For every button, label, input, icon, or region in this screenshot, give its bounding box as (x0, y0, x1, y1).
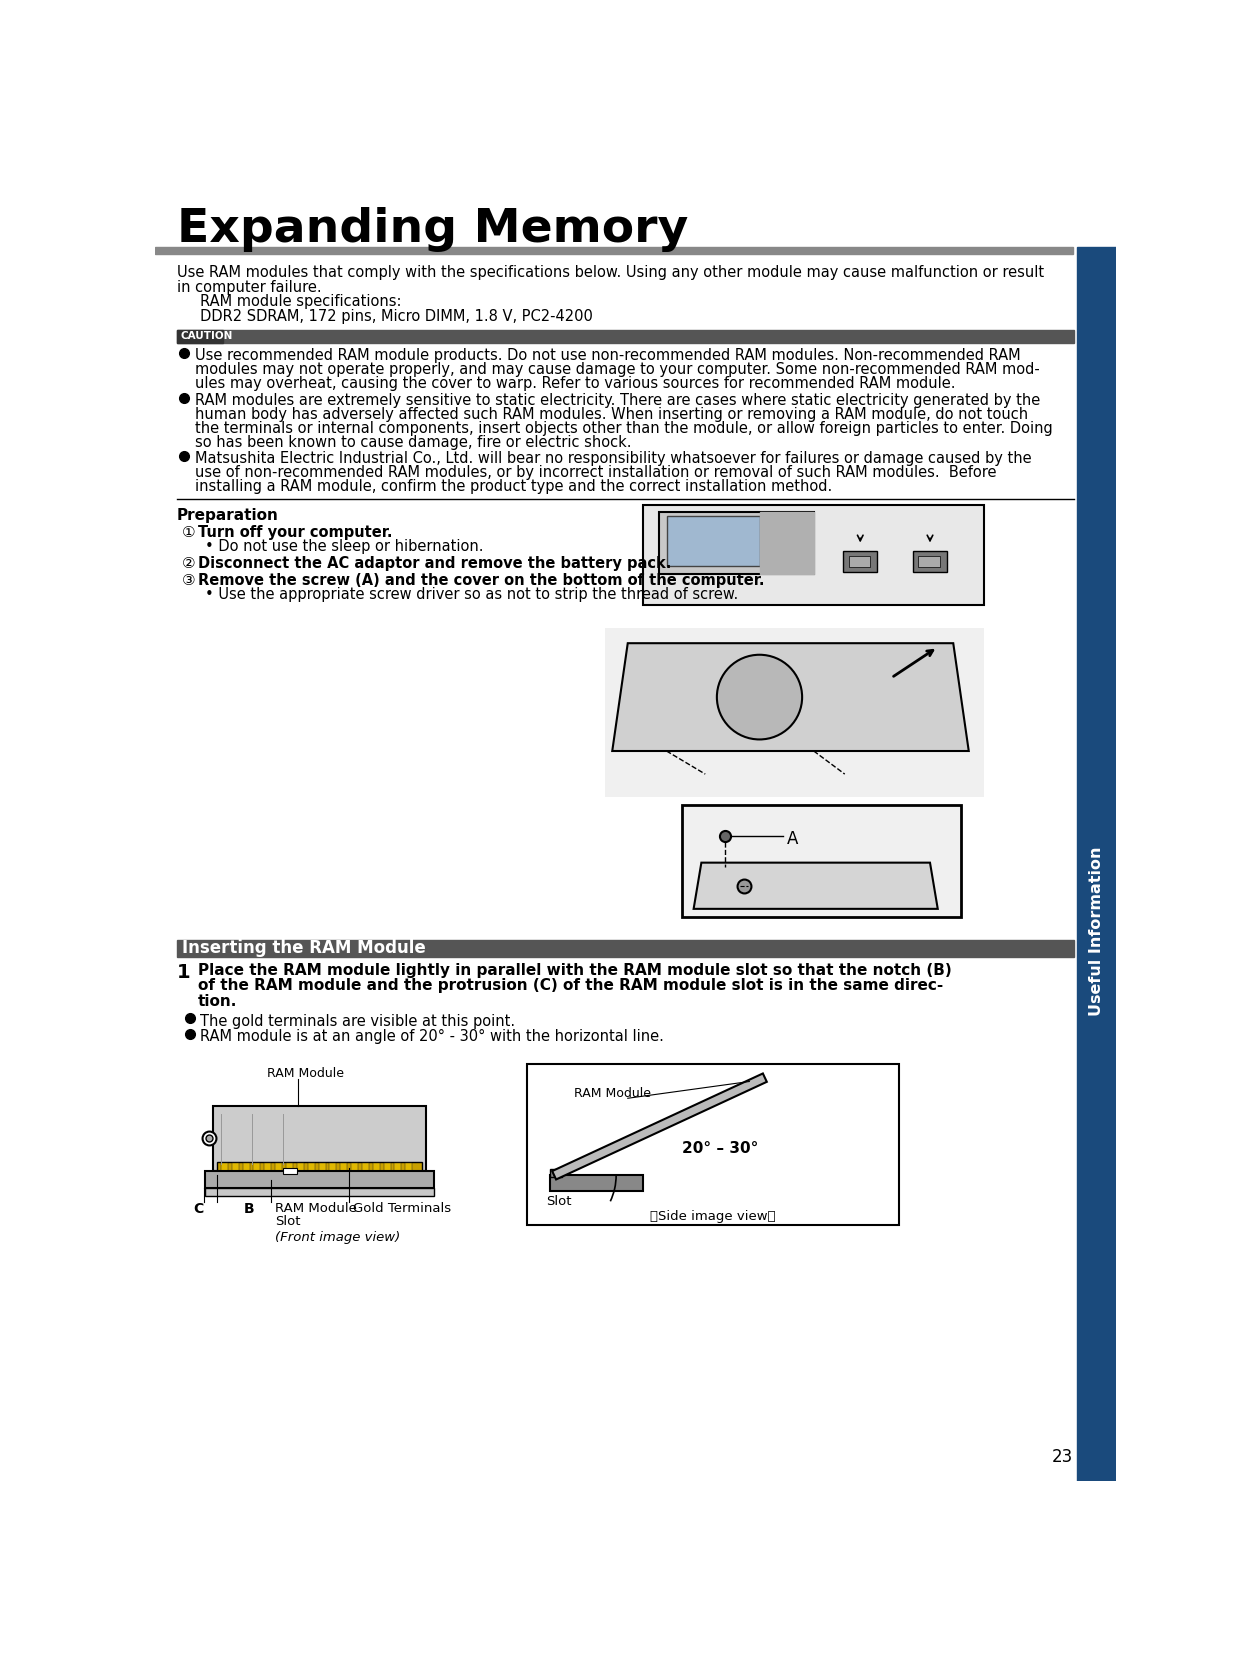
Text: • Use the appropriate screw driver so as not to strip the thread of screw.: • Use the appropriate screw driver so as… (206, 587, 739, 602)
Text: modules may not operate properly, and may cause damage to your computer. Some no: modules may not operate properly, and ma… (196, 363, 1040, 378)
Text: RAM module specifications:: RAM module specifications: (176, 295, 402, 310)
Text: Remove the screw (A) and the cover on the bottom of the computer.: Remove the screw (A) and the cover on th… (197, 572, 764, 587)
Polygon shape (613, 644, 968, 750)
Circle shape (717, 654, 802, 739)
Text: Inserting the RAM Module: Inserting the RAM Module (182, 938, 425, 957)
Bar (362, 1163, 370, 1171)
Polygon shape (693, 862, 937, 909)
Text: Turn off your computer.: Turn off your computer. (197, 526, 392, 541)
Text: B: B (244, 1201, 254, 1216)
Bar (919, 556, 940, 567)
Bar (843, 551, 878, 572)
Text: Gold Terminals: Gold Terminals (352, 1201, 451, 1215)
Text: Slot: Slot (547, 1195, 572, 1208)
Text: of the RAM module and the protrusion (C) of the RAM module slot is in the same d: of the RAM module and the protrusion (C)… (197, 978, 942, 993)
Text: RAM Module: RAM Module (573, 1087, 651, 1100)
Bar (913, 551, 947, 572)
Text: CAUTION: CAUTION (181, 331, 233, 341)
Bar (206, 1188, 434, 1196)
Bar (176, 329, 1074, 343)
Bar (155, 248, 1074, 255)
Bar (373, 1163, 379, 1171)
Text: RAM Module: RAM Module (275, 1201, 357, 1215)
Bar (264, 1163, 272, 1171)
Text: ②: ② (182, 556, 196, 571)
Text: the terminals or internal components, insert objects other than the module, or a: the terminals or internal components, in… (196, 421, 1053, 436)
Text: Useful Information: Useful Information (1089, 847, 1104, 1017)
Text: use of non-recommended RAM modules, or by incorrect installation or removal of s: use of non-recommended RAM modules, or b… (196, 466, 997, 481)
Text: 1: 1 (176, 963, 190, 982)
Bar (405, 1163, 413, 1171)
Polygon shape (759, 513, 813, 574)
Text: installing a RAM module, confirm the product type and the correct installation m: installing a RAM module, confirm the pro… (196, 479, 832, 494)
Bar (527, 1063, 899, 1225)
Bar (351, 1163, 358, 1171)
Text: Use recommended RAM module products. Do not use non-recommended RAM modules. Non: Use recommended RAM module products. Do … (196, 348, 1021, 363)
Text: The gold terminals are visible at this point.: The gold terminals are visible at this p… (200, 1013, 515, 1028)
Text: Use RAM modules that comply with the specifications below. Using any other modul: Use RAM modules that comply with the spe… (176, 265, 1044, 280)
Bar (340, 1163, 347, 1171)
Text: • Do not use the sleep or hibernation.: • Do not use the sleep or hibernation. (206, 539, 484, 554)
Bar (848, 556, 870, 567)
Bar (319, 1163, 325, 1171)
Text: so has been known to cause damage, fire or electric shock.: so has been known to cause damage, fire … (196, 434, 632, 449)
Bar (551, 1170, 562, 1176)
Text: human body has adversely affected such RAM modules. When inserting or removing a: human body has adversely affected such R… (196, 406, 1028, 421)
Text: ules may overheat, causing the cover to warp. Refer to various sources for recom: ules may overheat, causing the cover to … (196, 376, 956, 391)
Bar (394, 1163, 402, 1171)
Polygon shape (658, 513, 813, 574)
Bar (308, 1163, 315, 1171)
Bar (1078, 248, 1116, 1481)
Bar (213, 1107, 427, 1171)
Text: A: A (786, 830, 799, 849)
Text: ①: ① (182, 526, 196, 541)
Text: RAM modules are extremely sensitive to static electricity. There are cases where: RAM modules are extremely sensitive to s… (196, 393, 1040, 408)
Bar (286, 1163, 293, 1171)
Bar (682, 805, 961, 917)
Text: Matsushita Electric Industrial Co., Ltd. will bear no responsibility whatsoever : Matsushita Electric Industrial Co., Ltd.… (196, 451, 1032, 466)
Bar (206, 1171, 434, 1188)
Bar (176, 940, 1074, 957)
Text: RAM Module: RAM Module (268, 1068, 345, 1080)
Text: Place the RAM module lightly in parallel with the RAM module slot so that the no: Place the RAM module lightly in parallel… (197, 963, 951, 978)
Bar (383, 1163, 391, 1171)
Text: Expanding Memory: Expanding Memory (176, 208, 688, 253)
Bar (667, 516, 759, 566)
Text: 20° – 30°: 20° – 30° (682, 1142, 759, 1156)
Text: Slot: Slot (275, 1215, 300, 1228)
Text: 23: 23 (1052, 1448, 1074, 1466)
Bar (296, 1163, 304, 1171)
Bar (605, 627, 985, 797)
Bar (221, 1163, 228, 1171)
Bar (232, 1163, 238, 1171)
Text: Disconnect the AC adaptor and remove the battery pack.: Disconnect the AC adaptor and remove the… (197, 556, 671, 571)
Polygon shape (552, 1073, 766, 1180)
Text: RAM module is at an angle of 20° - 30° with the horizontal line.: RAM module is at an angle of 20° - 30° w… (200, 1028, 663, 1043)
Text: DDR2 SDRAM, 172 pins, Micro DIMM, 1.8 V, PC2-4200: DDR2 SDRAM, 172 pins, Micro DIMM, 1.8 V,… (176, 310, 593, 324)
Bar (551, 1175, 644, 1191)
Bar (275, 1163, 283, 1171)
Text: tion.: tion. (197, 993, 237, 1008)
Bar (253, 1163, 260, 1171)
Text: ③: ③ (182, 572, 196, 587)
Text: C: C (193, 1201, 205, 1216)
Bar (644, 504, 985, 604)
Text: in computer failure.: in computer failure. (176, 280, 321, 295)
Bar (330, 1163, 336, 1171)
Bar (243, 1163, 249, 1171)
Text: （Side image view）: （Side image view） (650, 1210, 776, 1223)
Text: (Front image view): (Front image view) (275, 1231, 401, 1245)
Bar (217, 1161, 423, 1173)
Bar (176, 329, 223, 343)
Bar (283, 1168, 296, 1173)
Text: Preparation: Preparation (176, 509, 279, 524)
